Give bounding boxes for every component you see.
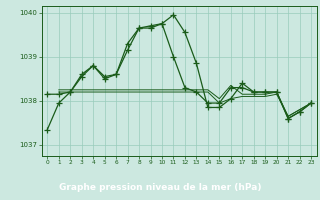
- Text: Graphe pression niveau de la mer (hPa): Graphe pression niveau de la mer (hPa): [59, 183, 261, 192]
